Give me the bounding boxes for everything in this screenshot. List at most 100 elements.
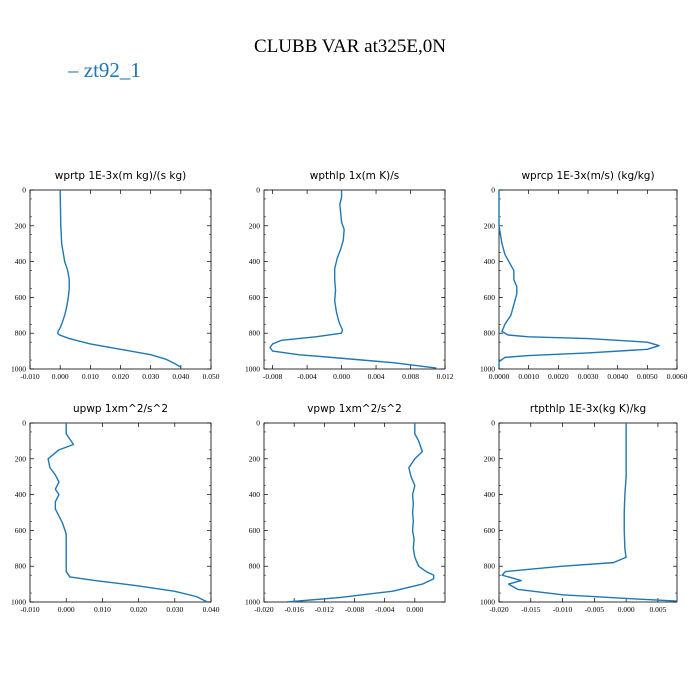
legend-line: – [68, 58, 79, 82]
x-tick-label: 0.000 [58, 605, 75, 614]
y-tick-label: 400 [484, 490, 496, 499]
y-tick-label: 600 [15, 293, 27, 302]
x-tick-label: -0.004 [297, 372, 317, 381]
panel-1: wprtp 1E-3x(m kg)/(s kg) -0.010 0.000 0.010… [11, 170, 220, 381]
y-tick-label: 0 [22, 186, 26, 195]
y-tick-label: 1000 [480, 365, 495, 374]
y-tick-label: 600 [484, 293, 496, 302]
panel-2: wpthlp 1x(m K)/s -0.008 -0.004 0.000 0.004 0.… [245, 170, 454, 381]
y-tick-label: 400 [249, 257, 261, 266]
x-tick-label: 0.040 [203, 605, 220, 614]
x-tick-label: 0.000 [52, 372, 69, 381]
y-tick-label: 800 [484, 562, 496, 571]
y-tick-label: 0 [491, 186, 495, 195]
series-line [269, 190, 437, 369]
plot-frame [498, 422, 678, 603]
y-tick-label: 800 [15, 329, 27, 338]
y-tick-label: 0 [256, 186, 260, 195]
x-tick-label: 0.0050 [637, 372, 658, 381]
y-tick-label: 200 [484, 454, 496, 463]
y-tick-label: 1000 [245, 365, 260, 374]
series-line [498, 190, 660, 368]
x-tick-label: 0.000 [406, 605, 423, 614]
x-tick-label: 0.008 [402, 372, 419, 381]
y-tick-label: 0 [491, 419, 495, 428]
y-tick-label: 800 [15, 562, 27, 571]
series-line [47, 423, 208, 603]
y-tick-label: 200 [249, 454, 261, 463]
y-tick-label: 1000 [11, 598, 26, 607]
y-tick-label: 200 [15, 221, 27, 230]
plot-frame [29, 422, 212, 603]
x-tick-label: 0.000 [618, 605, 635, 614]
x-tick-label: -0.005 [585, 605, 605, 614]
panel-title: rtpthlp 1E-3x(kg K)/kg [530, 403, 646, 415]
y-tick-label: 800 [249, 329, 261, 338]
x-tick-label: 0.0020 [548, 372, 569, 381]
x-tick-label: 0.0060 [667, 372, 688, 381]
y-tick-label: 1000 [11, 365, 26, 374]
plot-frame [498, 189, 678, 370]
x-tick-label: -0.015 [521, 605, 541, 614]
series-line [286, 423, 435, 603]
panel-6: rtpthlp 1E-3x(kg K)/kg -0.020 -0.015 -0.010… [480, 403, 678, 614]
y-tick-label: 1000 [480, 598, 495, 607]
x-tick-label: 0.004 [368, 372, 385, 381]
plot-frame [263, 422, 446, 603]
x-tick-label: 0.010 [82, 372, 99, 381]
y-tick-label: 400 [15, 490, 27, 499]
x-tick-label: -0.004 [375, 605, 395, 614]
panel-title: wprtp 1E-3x(m kg)/(s kg) [55, 170, 186, 182]
y-tick-label: 600 [249, 526, 261, 535]
x-tick-label: 0.040 [172, 372, 189, 381]
y-tick-label: 1000 [245, 598, 260, 607]
x-tick-label: 0.0030 [578, 372, 599, 381]
panel-title: vpwp 1xm^2/s^2 [307, 403, 402, 415]
x-tick-label: 0.020 [112, 372, 129, 381]
y-tick-label: 400 [15, 257, 27, 266]
y-tick-label: 600 [15, 526, 27, 535]
panel-title: upwp 1xm^2/s^2 [73, 403, 168, 415]
y-tick-label: 800 [249, 562, 261, 571]
x-tick-label: -0.020 [254, 605, 274, 614]
panel-title: wprcp 1E-3x(m/s) (kg/kg) [521, 170, 654, 182]
y-tick-label: 600 [484, 526, 496, 535]
series-line [501, 423, 678, 602]
panel-5: vpwp 1xm^2/s^2 -0.020 -0.016 -0.012 -0.008 -0… [245, 403, 446, 614]
x-tick-label: -0.008 [345, 605, 365, 614]
x-tick-label: 0.0040 [607, 372, 628, 381]
y-tick-label: 0 [22, 419, 26, 428]
panel-4: upwp 1xm^2/s^2 -0.010 0.000 0.010 0.020 0.030… [11, 403, 220, 614]
y-tick-label: 200 [249, 221, 261, 230]
x-tick-label: 0.000 [333, 372, 350, 381]
x-tick-label: 0.020 [130, 605, 147, 614]
y-tick-label: 800 [484, 329, 496, 338]
figure-title: CLUBB VAR at325E,0N [254, 36, 446, 57]
legend: – zt92_1 [68, 58, 141, 83]
plot-frame [29, 189, 212, 370]
y-tick-label: 200 [15, 454, 27, 463]
series-line [57, 189, 182, 368]
x-tick-label: 0.012 [437, 372, 454, 381]
panel-title: wpthlp 1x(m K)/s [310, 170, 400, 182]
x-tick-label: 0.030 [142, 372, 159, 381]
y-tick-label: 0 [256, 419, 260, 428]
y-tick-label: 400 [249, 490, 261, 499]
x-tick-label: -0.016 [284, 605, 304, 614]
x-tick-label: 0.005 [649, 605, 666, 614]
x-tick-label: -0.020 [489, 605, 509, 614]
x-tick-label: -0.010 [553, 605, 573, 614]
x-tick-label: 0.010 [94, 605, 111, 614]
y-tick-label: 400 [484, 257, 496, 266]
panel-3: wprcp 1E-3x(m/s) (kg/kg) 0.0000 0.0010 0.00… [480, 170, 688, 381]
plot-frame [263, 189, 446, 370]
x-tick-label: -0.012 [315, 605, 335, 614]
x-tick-label: 0.0000 [489, 372, 510, 381]
x-tick-label: 0.050 [203, 372, 220, 381]
x-tick-label: 0.0010 [518, 372, 539, 381]
legend-label: zt92_1 [83, 58, 141, 82]
x-tick-label: 0.030 [166, 605, 183, 614]
y-tick-label: 600 [249, 293, 261, 302]
x-tick-label: -0.010 [20, 372, 40, 381]
